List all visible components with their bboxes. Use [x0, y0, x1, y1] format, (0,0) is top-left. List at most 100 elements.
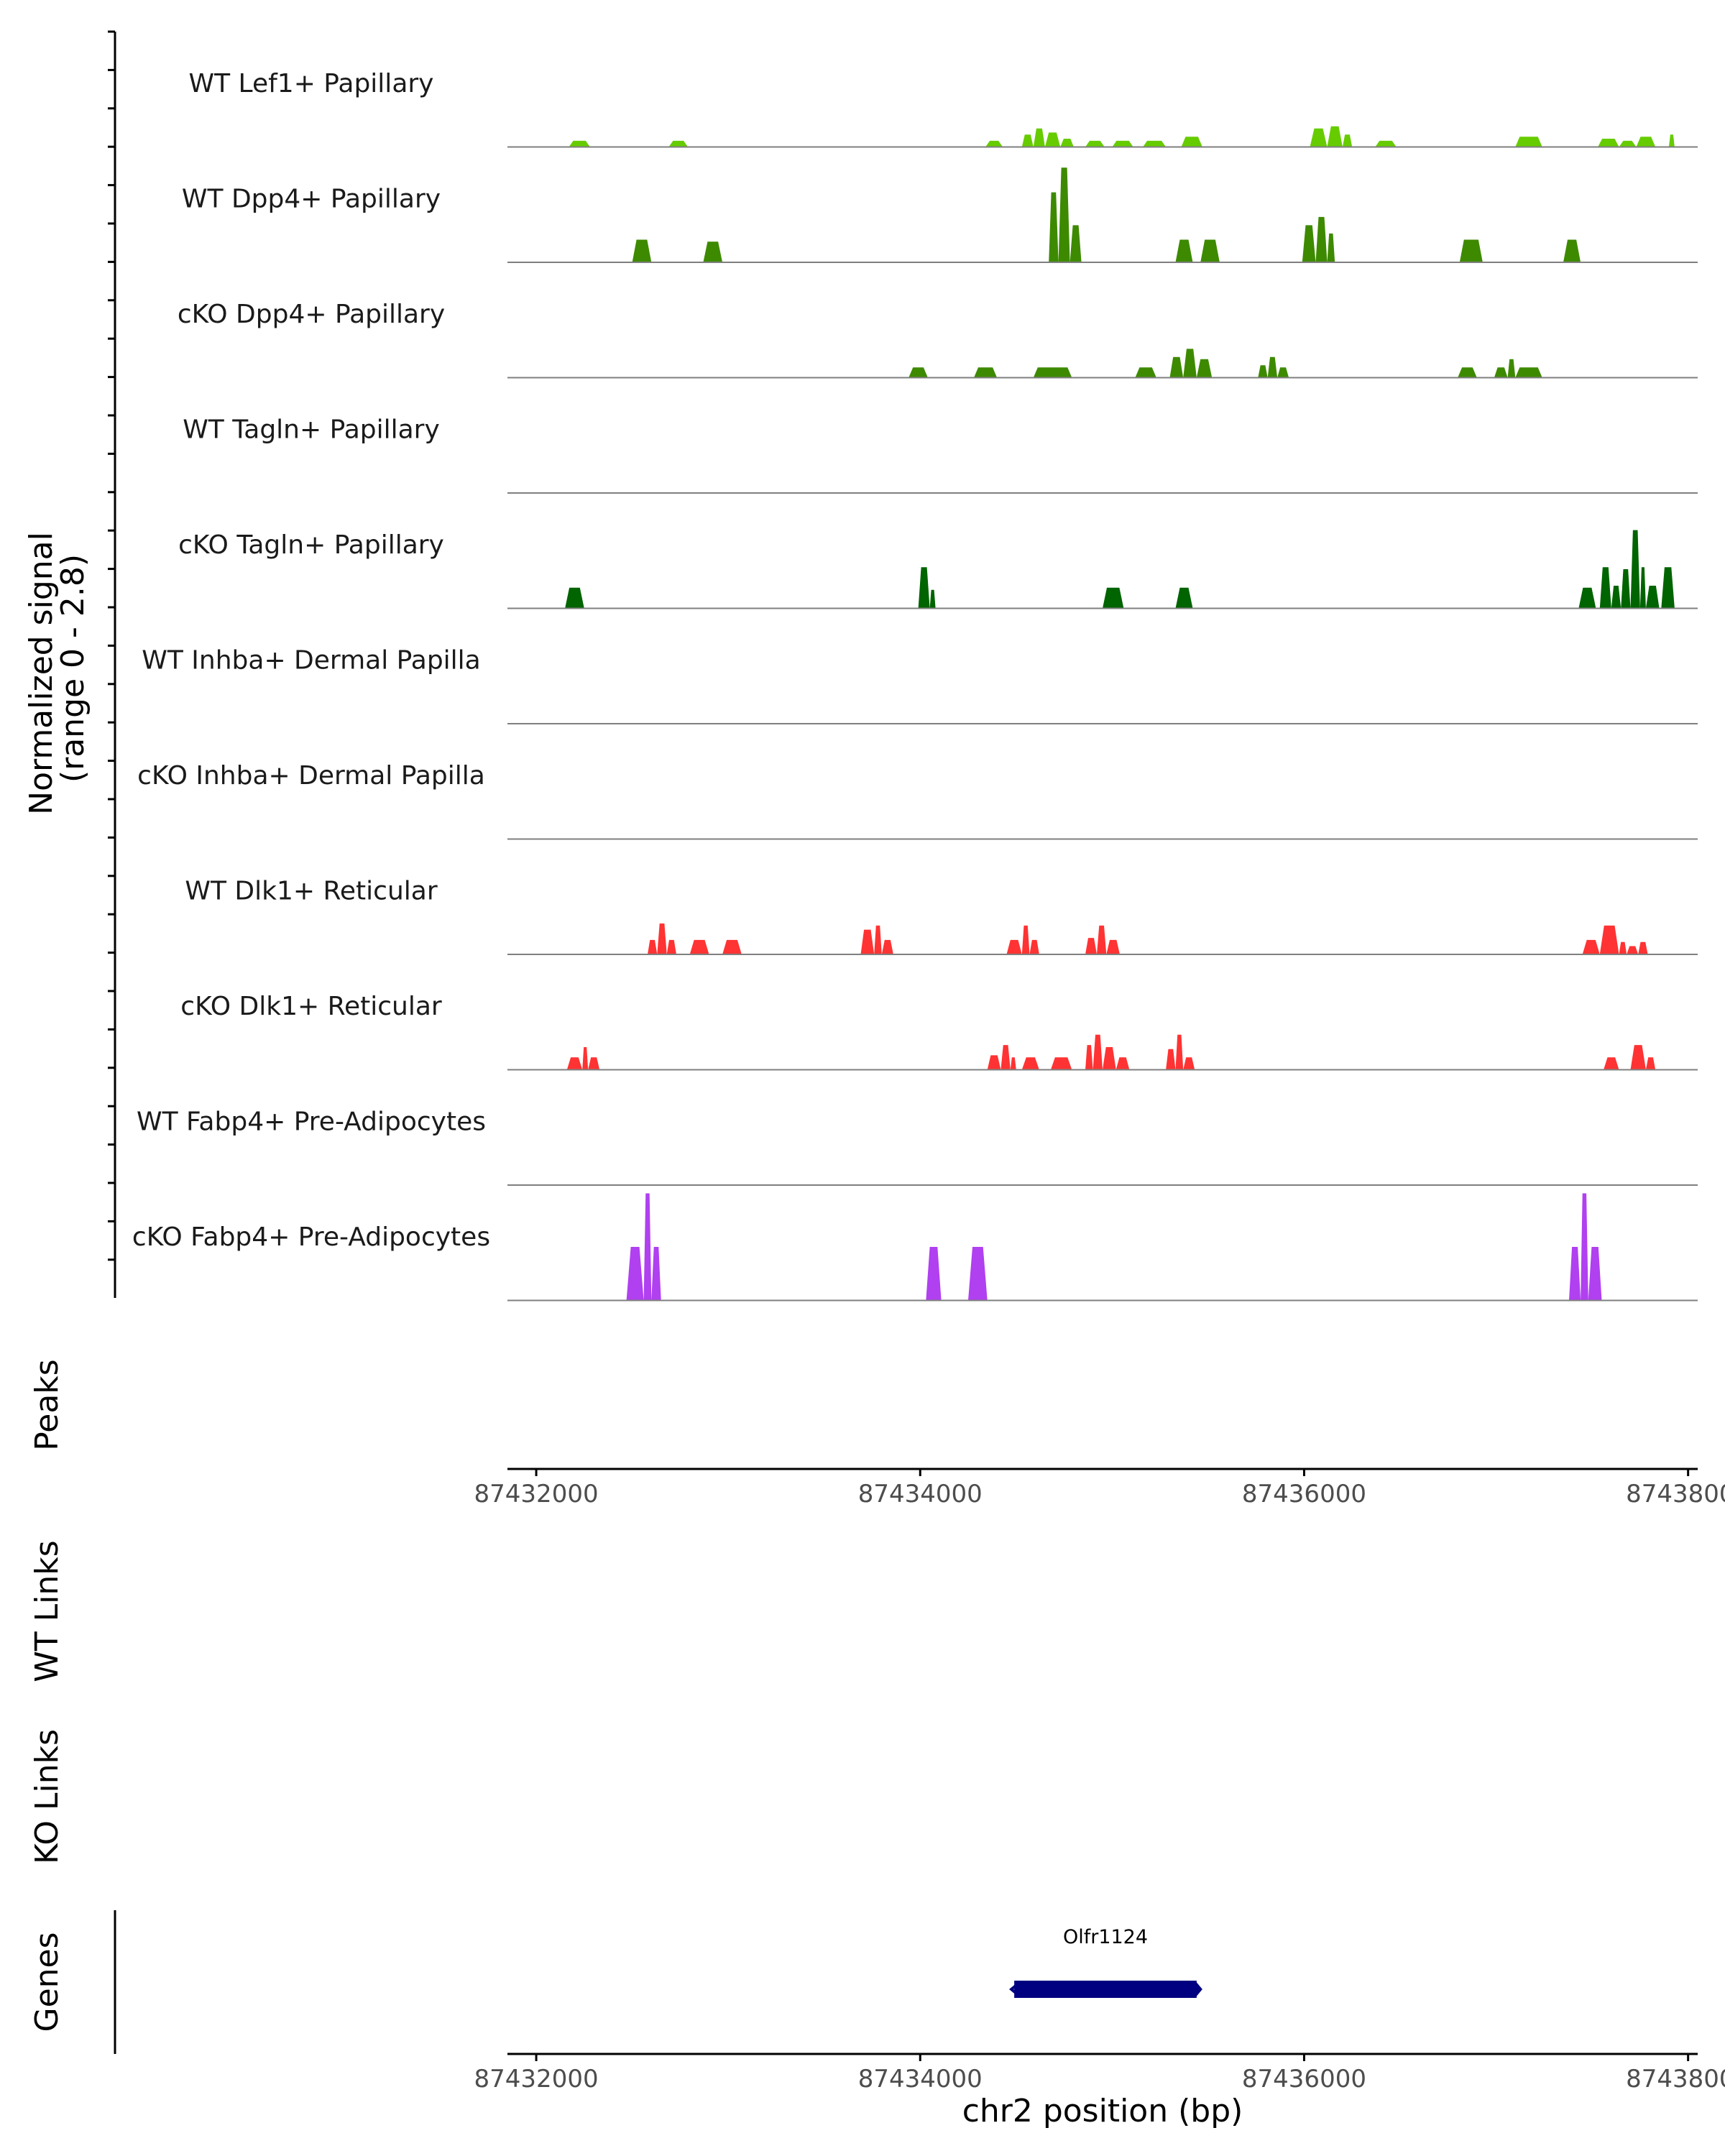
signal-peak [689, 939, 709, 954]
gene-end-cap [1195, 1981, 1202, 1998]
track-label: WT Dpp4+ Papillary [182, 185, 441, 214]
signal-peak [1582, 939, 1600, 954]
signal-peak [1029, 939, 1039, 954]
signal-peak [1645, 586, 1660, 609]
signal-peak [1181, 137, 1202, 147]
signal-peak [1000, 1045, 1011, 1070]
signal-peak [566, 1057, 583, 1070]
signal-peak [1166, 1049, 1176, 1070]
signal-peak [1033, 128, 1045, 147]
signal-peak [1458, 367, 1477, 378]
track-label: cKO Inhba+ Dermal Papilla [137, 761, 485, 791]
signal-peak [1636, 137, 1656, 147]
signal-peak [1621, 569, 1631, 609]
signal-peak [1085, 140, 1105, 147]
signal-peak [569, 140, 590, 147]
track-7 [507, 923, 1698, 955]
wt-links-row-label: WT Links [29, 1540, 65, 1682]
signal-peak [1599, 925, 1619, 954]
signal-peak [1010, 1057, 1016, 1070]
position-tick-label: 87434000 [858, 1480, 983, 1508]
signal-peak [1169, 356, 1184, 378]
signal-peak [657, 923, 667, 954]
signal-peak [1611, 586, 1622, 609]
position-tick-label: 87438000 [1626, 2065, 1725, 2093]
gene-annotations: Olfr1124 [1009, 1926, 1202, 1998]
signal-peak [1033, 367, 1072, 378]
signal-axis [108, 30, 116, 1298]
signal-peak [1097, 925, 1107, 954]
signal-peak [1638, 941, 1648, 954]
signal-peak [703, 241, 723, 262]
signal-peak [1092, 1034, 1103, 1070]
signal-peak [1604, 1057, 1619, 1070]
signal-peak [1106, 939, 1120, 954]
track-label: WT Tagln+ Papillary [183, 415, 440, 445]
signal-peak [1302, 225, 1316, 262]
track-label: WT Lef1+ Papillary [189, 69, 434, 98]
coverage-tracks [507, 126, 1698, 1302]
signal-peak [651, 1247, 661, 1301]
track-10 [507, 1193, 1698, 1302]
signal-peak [565, 587, 584, 609]
track-label: cKO Tagln+ Papillary [178, 530, 444, 560]
genes-row-label: Genes [29, 1932, 65, 2032]
signal-peak [1103, 1047, 1116, 1070]
signal-peak [1006, 939, 1022, 954]
signal-peak [1116, 1057, 1130, 1070]
signal-peak [1049, 192, 1059, 262]
signal-peak [1619, 140, 1637, 147]
signal-peak [668, 140, 689, 147]
signal-peak [1599, 567, 1611, 609]
signal-peak [918, 567, 930, 609]
signal-peak [1175, 239, 1193, 262]
signal-peak [860, 929, 875, 954]
signal-peak [985, 140, 1003, 147]
signal-peak [1327, 126, 1343, 147]
signal-peak [1058, 167, 1070, 262]
ko-links-row-label: KO Links [29, 1729, 65, 1864]
gene-body [1014, 1981, 1197, 1998]
signal-peak [1569, 1247, 1581, 1301]
signal-peak [1183, 349, 1197, 378]
track-1 [507, 167, 1698, 263]
signal-peak [974, 367, 998, 378]
position-tick-label: 87432000 [474, 1480, 599, 1508]
signal-peak [1085, 1045, 1093, 1070]
signal-peak [1578, 587, 1596, 609]
signal-peak [1494, 367, 1508, 378]
signal-peak [1021, 134, 1034, 147]
signal-peak [632, 239, 652, 262]
signal-peak [1630, 1045, 1646, 1070]
signal-peak [666, 939, 676, 954]
signal-peak [643, 1193, 652, 1301]
signal-peak [926, 1247, 942, 1301]
signal-peak [648, 939, 658, 954]
signal-peak [1661, 567, 1675, 609]
signal-peak [1112, 140, 1133, 147]
signal-peak [1515, 367, 1542, 378]
y-axis-title-line2: (range 0 - 2.8) [55, 554, 91, 783]
signal-peak [1645, 1057, 1656, 1070]
signal-peak [1021, 1057, 1039, 1070]
signal-peak [1143, 140, 1167, 147]
signal-peak [1375, 140, 1397, 147]
gene-label: Olfr1124 [1063, 1926, 1148, 1948]
signal-peak [1200, 239, 1220, 262]
signal-peak [1070, 225, 1082, 262]
signal-peak [1103, 587, 1124, 609]
signal-peak [929, 589, 936, 609]
signal-peak [1175, 1034, 1184, 1070]
signal-peak [1507, 359, 1516, 378]
signal-peak [1044, 132, 1061, 147]
signal-peak [1342, 134, 1353, 147]
gene-strand-arrow [1009, 1981, 1021, 1998]
position-axis-top-ticks: 87432000 87434000 87436000 87438000 [474, 1469, 1725, 1508]
position-axis-top: 87432000 87434000 87436000 87438000 [474, 1468, 1725, 1508]
track-label: cKO Dpp4+ Papillary [178, 300, 445, 329]
position-axis-bottom: 87432000 87434000 87436000 87438000 [474, 2053, 1725, 2093]
signal-peak [1639, 567, 1646, 609]
signal-peak [881, 939, 893, 954]
signal-peak [1327, 233, 1335, 262]
